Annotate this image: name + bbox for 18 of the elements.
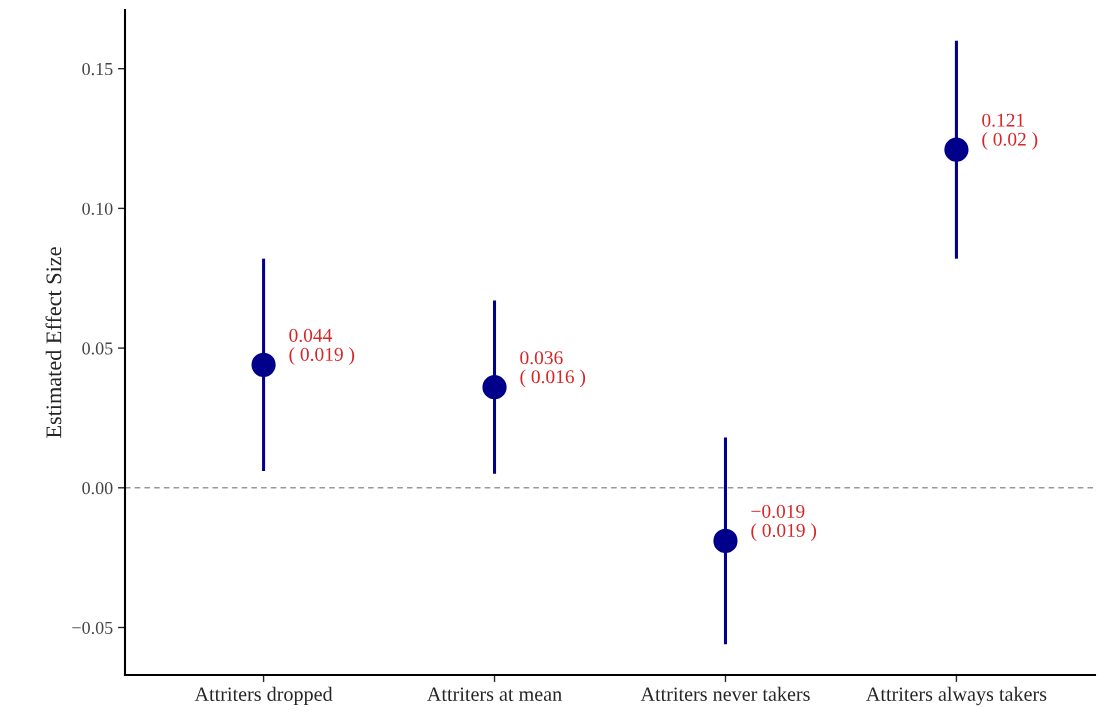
y-tick-label: 0.00 [82,482,113,495]
y-tick-label: −0.05 [72,621,113,635]
point [482,375,507,400]
data-label: 0.044 ( 0.019 ) [289,328,355,365]
x-tick-label: Attriters never takers [640,686,810,701]
x-tick-label: Attriters dropped [194,686,333,706]
y-axis-title: Estimated Effect Size [45,247,62,438]
y-tick-label: 0.15 [82,62,113,76]
point [713,528,738,553]
y-tick-label: 0.10 [82,202,113,215]
point [251,352,276,377]
x-tick-label: Attriters always takers [866,686,1047,706]
data-label: 0.121 ( 0.02 ) [982,113,1038,150]
data-label: −0.019 ( 0.019 ) [751,504,817,541]
data-label: 0.036 ( 0.016 ) [520,351,586,388]
x-tick-label: Attriters at mean [427,687,562,701]
y-tick-label: 0.05 [82,342,113,355]
point [944,137,969,162]
